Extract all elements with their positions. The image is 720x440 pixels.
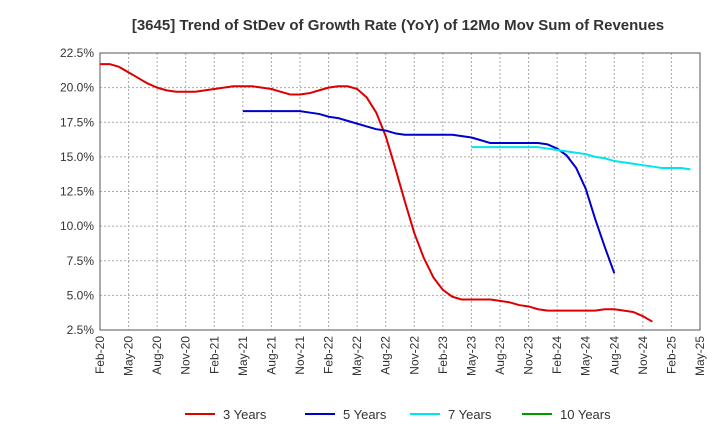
- x-tick-label: Feb-24: [550, 336, 564, 374]
- grid: [99, 52, 701, 331]
- x-tick-label: Aug-22: [379, 336, 393, 375]
- y-tick-label: 20.0%: [60, 81, 94, 95]
- series-line-7-years: [471, 146, 691, 171]
- y-tick-label: 7.5%: [67, 254, 95, 268]
- legend: 3 Years 5 Years 7 Years 10 Years: [185, 407, 611, 422]
- series-line-3-years: [100, 63, 653, 323]
- x-tick-label: Nov-21: [293, 336, 307, 375]
- x-axis: Feb-20 May-20 Aug-20 Nov-20 Feb-21 May-21 Aug-…: [93, 336, 707, 376]
- y-tick-label: 10.0%: [60, 219, 94, 233]
- legend-label-3-years: 3 Years: [223, 407, 267, 422]
- series-layer: [100, 63, 691, 323]
- x-tick-label: Aug-20: [150, 336, 164, 375]
- legend-label-10-years: 10 Years: [560, 407, 611, 422]
- chart-title: [3645] Trend of StDev of Growth Rate (Yo…: [132, 17, 664, 34]
- legend-label-7-years: 7 Years: [448, 407, 492, 422]
- y-axis: 2.5% 5.0% 7.5% 10.0% 12.5% 15.0% 17.5% 20.0% 22.…: [60, 46, 94, 337]
- legend-label-5-years: 5 Years: [343, 407, 387, 422]
- x-tick-label: Nov-23: [522, 336, 536, 375]
- x-tick-label: May-23: [464, 336, 478, 376]
- x-tick-label: Feb-23: [436, 336, 450, 374]
- x-tick-label: Aug-24: [607, 336, 621, 375]
- y-tick-label: 12.5%: [60, 185, 94, 199]
- x-tick-label: Feb-25: [664, 336, 678, 374]
- x-tick-label: Aug-21: [264, 336, 278, 375]
- x-tick-label: Aug-23: [493, 336, 507, 375]
- x-tick-label: Nov-22: [407, 336, 421, 375]
- plot-area: [99, 52, 701, 331]
- x-tick-label: May-20: [122, 336, 136, 376]
- y-tick-label: 2.5%: [67, 323, 95, 337]
- x-tick-label: Feb-21: [207, 336, 221, 374]
- series-line-5-years: [242, 110, 616, 274]
- x-tick-label: Feb-20: [93, 336, 107, 374]
- x-tick-label: May-25: [693, 336, 707, 376]
- x-tick-label: Nov-24: [636, 336, 650, 375]
- x-tick-label: Feb-22: [322, 336, 336, 374]
- y-tick-label: 22.5%: [60, 46, 94, 60]
- x-tick-label: May-22: [350, 336, 364, 376]
- x-tick-label: Nov-20: [179, 336, 193, 375]
- x-tick-label: May-21: [236, 336, 250, 376]
- y-tick-label: 17.5%: [60, 115, 94, 129]
- x-tick-label: May-24: [579, 336, 593, 376]
- y-tick-label: 5.0%: [67, 288, 95, 302]
- y-tick-label: 15.0%: [60, 150, 94, 164]
